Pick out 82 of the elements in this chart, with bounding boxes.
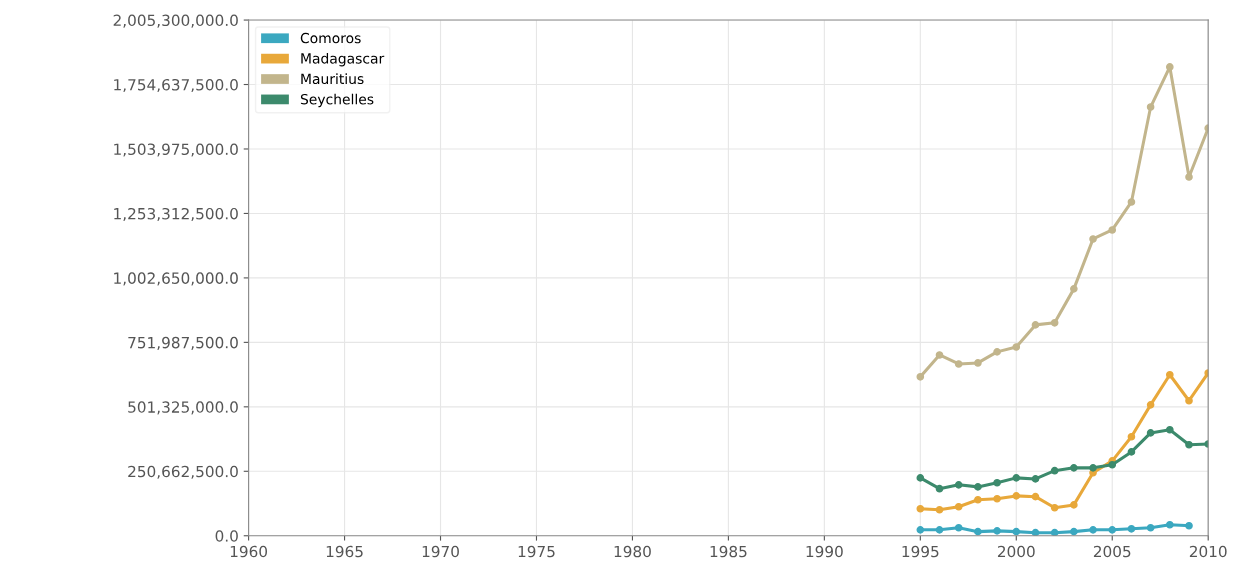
point — [916, 504, 925, 513]
y-tick-label: 1,503,975,000.0 — [114, 143, 238, 157]
point — [1012, 343, 1021, 351]
point — [1185, 396, 1193, 405]
point — [1070, 501, 1078, 509]
point — [1012, 527, 1021, 536]
x-tick-label: 1980 — [614, 545, 651, 558]
x-tick-label: 1960 — [230, 545, 268, 558]
x-tick-label: 1970 — [422, 545, 459, 558]
point — [1089, 235, 1097, 243]
point — [935, 351, 944, 359]
x-tick-label: 2005 — [1093, 545, 1131, 558]
point — [1127, 432, 1136, 441]
x-tick-label: 1990 — [806, 545, 843, 558]
point — [1031, 528, 1040, 536]
point — [974, 359, 982, 367]
point — [916, 373, 925, 381]
y-tick-label: 2,005,300,000.0 — [113, 14, 238, 28]
point — [993, 348, 1001, 356]
point — [916, 474, 925, 482]
y-tick-label: 1,253,312,500.0 — [114, 207, 238, 222]
point — [1127, 198, 1136, 206]
point — [1108, 526, 1117, 534]
y-tick-label: 751,987,500.0 — [128, 336, 238, 350]
x-tick-label: 1985 — [710, 545, 747, 558]
legend-label: Mauritius — [301, 73, 364, 85]
point — [1012, 474, 1021, 482]
legend-label: Madagascar — [301, 52, 385, 67]
point — [1070, 527, 1078, 536]
point — [1012, 492, 1021, 500]
point — [1070, 464, 1078, 472]
point — [1089, 526, 1097, 534]
x-tick-label: 1965 — [326, 545, 363, 558]
point — [1165, 425, 1174, 434]
point — [1050, 528, 1059, 536]
point — [1031, 492, 1040, 501]
point — [1146, 523, 1155, 532]
point — [935, 505, 944, 514]
point — [974, 495, 982, 504]
y-tick-label: 501,325,000.0 — [128, 401, 238, 415]
point — [954, 360, 963, 368]
y-tick-label: 250,662,500.0 — [128, 465, 238, 479]
point — [974, 527, 982, 536]
point — [935, 526, 944, 534]
x-tick-label: 2010 — [1189, 545, 1227, 558]
point — [1165, 370, 1174, 379]
point — [1127, 448, 1136, 456]
point — [1050, 318, 1059, 327]
point — [993, 478, 1001, 487]
y-tick-label: 0.0 — [215, 530, 238, 542]
point — [1108, 460, 1117, 469]
point — [1185, 521, 1193, 530]
point — [1089, 464, 1097, 472]
point — [916, 526, 925, 534]
x-tick-label: 1975 — [518, 545, 555, 558]
point — [1070, 285, 1078, 293]
y-tick-label: 1,002,650,000.0 — [114, 272, 238, 286]
point — [993, 494, 1001, 503]
point — [1127, 524, 1136, 533]
y-tick-label: 1,754,637,500.0 — [114, 78, 238, 93]
point — [1031, 321, 1040, 329]
x-tick-label: 1995 — [902, 545, 939, 558]
point — [1108, 226, 1117, 234]
point — [1031, 475, 1040, 483]
point — [1050, 503, 1059, 512]
legend-label: Comoros — [300, 32, 361, 44]
x-tick-label: 2000 — [997, 545, 1035, 558]
point — [1165, 520, 1174, 529]
point — [1146, 103, 1155, 111]
legend-label: Seychelles — [300, 93, 374, 108]
point — [1050, 466, 1059, 475]
point — [1146, 429, 1155, 437]
point — [954, 502, 963, 511]
point — [974, 483, 982, 491]
point — [1165, 63, 1174, 71]
point — [935, 484, 944, 493]
point — [993, 527, 1001, 535]
point — [954, 523, 963, 532]
point — [954, 481, 963, 489]
point — [1146, 401, 1155, 409]
point — [1185, 440, 1193, 449]
point — [1185, 173, 1193, 181]
